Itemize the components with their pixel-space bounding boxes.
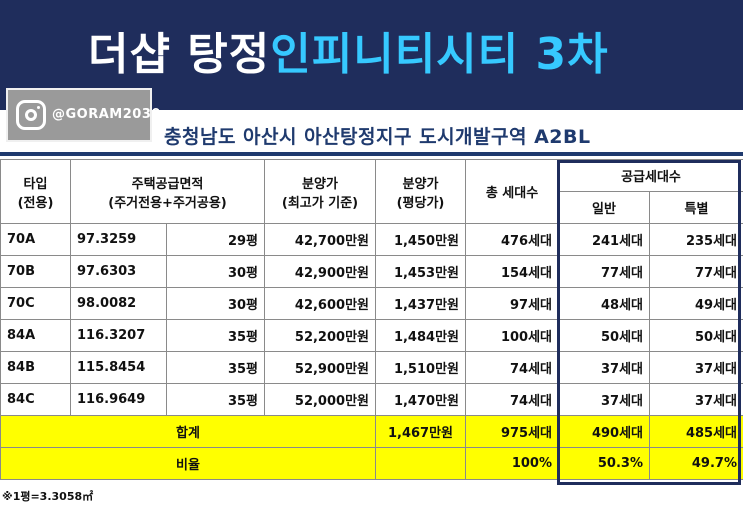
cell-type: 70A [0,223,71,256]
cell-pyeong-price: 1,510만원 [375,351,466,384]
cell-area-py: 30평 [166,255,265,288]
cell-area-py: 35평 [166,351,265,384]
cell-price: 52,900만원 [264,351,376,384]
cell-price: 42,600만원 [264,287,376,320]
cell-type: 70B [0,255,71,288]
cell-area-py: 30평 [166,287,265,320]
cell-area-m2: 97.3259 [70,223,167,256]
cell-area-m2: 115.8454 [70,351,167,384]
cell-pyeong-price: 1,453만원 [375,255,466,288]
sum-label: 합계 [0,415,376,448]
cell-total: 74세대 [465,383,559,416]
header-general: 일반 [558,191,650,224]
cell-special: 77세대 [649,255,743,288]
header-price: 분양가 (최고가 기준) [264,159,376,224]
ratio-empty-cell [375,447,466,480]
cell-special: 235세대 [649,223,743,256]
sum-special: 485세대 [649,415,743,448]
cell-special: 50세대 [649,319,743,352]
header-total-units: 총 세대수 [465,159,559,224]
table-row: 70C 98.0082 30평 42,600만원 1,437만원 97세대 48세대 49세대 [0,287,743,320]
instagram-watermark: @GORAM2030 [6,88,160,142]
ratio-row: 비율 100% 50.3% 49.7% [0,447,743,480]
table-header-row: 타입 (전용) 주택공급면적 (주거전용+주거공용) 분양가 (최고가 기준) 분양가… [0,159,743,224]
ratio-general: 50.3% [558,447,650,480]
cell-area-m2: 116.3207 [70,319,167,352]
location-subtitle: 충청남도 아산시 아산탕정지구 도시개발구역 A2BL [164,126,591,148]
cell-total: 154세대 [465,255,559,288]
sum-general: 490세대 [558,415,650,448]
header-area: 주택공급면적 (주거전용+주거공용) [70,159,265,224]
cell-area-m2: 97.6303 [70,255,167,288]
cell-area-m2: 98.0082 [70,287,167,320]
page-title: 더샵 탕정인피니티시티 3차 [88,18,609,82]
cell-general: 37세대 [558,351,650,384]
table-row: 84B 115.8454 35평 52,900만원 1,510만원 74세대 37세대 37세… [0,351,743,384]
cell-price: 42,900만원 [264,255,376,288]
cell-pyeong-price: 1,450만원 [375,223,466,256]
header-supply-units: 공급세대수 [558,159,743,192]
cell-price: 42,700만원 [264,223,376,256]
table-row: 70A 97.3259 29평 42,700만원 1,450만원 476세대 241세대 23… [0,223,743,256]
cell-total: 476세대 [465,223,559,256]
cell-price: 52,000만원 [264,383,376,416]
cell-pyeong-price: 1,437만원 [375,287,466,320]
cell-pyeong-price: 1,470만원 [375,383,466,416]
sum-pyeong-price: 1,467만원 [375,415,466,448]
cell-area-py: 35평 [166,319,265,352]
sum-row: 합계 1,467만원 975세대 490세대 485세대 [0,415,743,448]
cell-type: 70C [0,287,71,320]
cell-general: 48세대 [558,287,650,320]
cell-type: 84A [0,319,71,352]
subtitle-divider [0,152,743,156]
ratio-total: 100% [465,447,559,480]
cell-area-py: 35평 [166,383,265,416]
cell-special: 49세대 [649,287,743,320]
header-pyeong-price: 분양가 (평당가) [375,159,466,224]
header-special: 특별 [649,191,743,224]
cell-area-py: 29평 [166,223,265,256]
cell-total: 100세대 [465,319,559,352]
table-subheader-row: 일반 특별 [1,191,743,224]
cell-pyeong-price: 1,484만원 [375,319,466,352]
title-main: 더샵 탕정 [88,29,271,80]
cell-general: 37세대 [558,383,650,416]
cell-special: 37세대 [649,383,743,416]
sum-total: 975세대 [465,415,559,448]
instagram-icon [16,100,46,130]
cell-price: 52,200만원 [264,319,376,352]
cell-general: 50세대 [558,319,650,352]
ratio-label: 비율 [0,447,376,480]
table-row: 70B 97.6303 30평 42,900만원 1,453만원 154세대 77세대 77세… [0,255,743,288]
watermark-handle: @GORAM2030 [52,107,161,122]
table-row: 84C 116.9649 35평 52,000만원 1,470만원 74세대 37세대 37세… [0,383,743,416]
price-table: 타입 (전용) 주택공급면적 (주거전용+주거공용) 분양가 (최고가 기준) 분양가… [0,159,743,480]
table-row: 84A 116.3207 35평 52,200만원 1,484만원 100세대 50세대 50… [0,319,743,352]
cell-type: 84B [0,351,71,384]
header-type: 타입 (전용) [0,159,71,224]
cell-type: 84C [0,383,71,416]
cell-special: 37세대 [649,351,743,384]
footnote: ※1평=3.3058㎡ [2,490,94,503]
cell-general: 77세대 [558,255,650,288]
cell-general: 241세대 [558,223,650,256]
title-accent: 인피니티시티 3차 [270,29,609,80]
ratio-special: 49.7% [649,447,743,480]
cell-total: 74세대 [465,351,559,384]
cell-total: 97세대 [465,287,559,320]
cell-area-m2: 116.9649 [70,383,167,416]
